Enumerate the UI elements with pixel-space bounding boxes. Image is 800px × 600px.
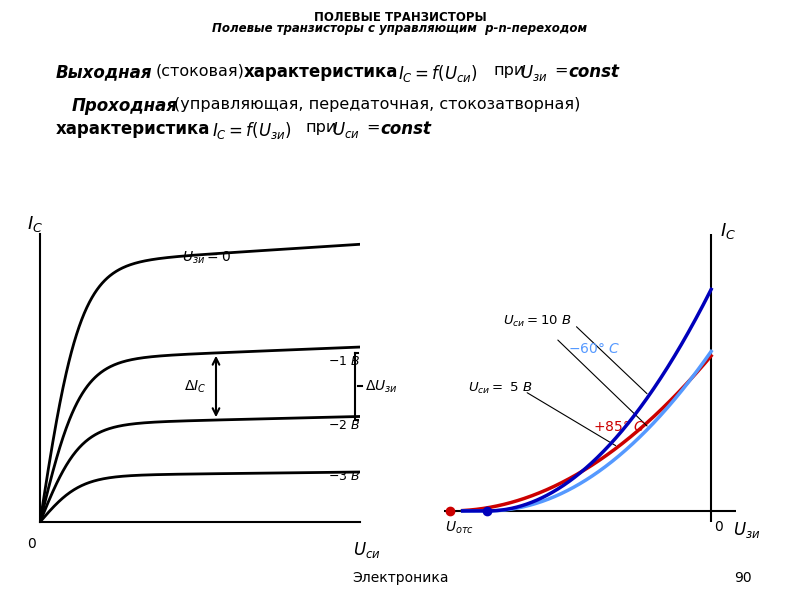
Text: $U_{отс}$: $U_{отс}$ — [445, 520, 474, 536]
Text: 0: 0 — [28, 538, 36, 551]
Text: $I_C$: $I_C$ — [27, 214, 43, 234]
Text: $U_{си}=10\ В$: $U_{си}=10\ В$ — [502, 314, 572, 329]
Text: $-2\ В$: $-2\ В$ — [328, 419, 360, 432]
Text: характеристика: характеристика — [244, 63, 398, 81]
Text: $U_{зи}=0$: $U_{зи}=0$ — [182, 250, 231, 266]
Text: $\Delta U_{зи}$: $\Delta U_{зи}$ — [365, 378, 398, 395]
Text: $I_C = f(U_{зи})$: $I_C = f(U_{зи})$ — [212, 120, 292, 141]
Text: при: при — [494, 63, 525, 78]
Text: Электроника: Электроника — [352, 571, 448, 585]
Text: Проходная: Проходная — [72, 97, 178, 115]
Text: характеристика: характеристика — [56, 120, 210, 138]
Text: const: const — [568, 63, 619, 81]
Text: $U_{зи}$: $U_{зи}$ — [733, 520, 760, 540]
Text: ПОЛЕВЫЕ ТРАНЗИСТОРЫ: ПОЛЕВЫЕ ТРАНЗИСТОРЫ — [314, 11, 486, 24]
Text: $U_{си}=\ 5\ В$: $U_{си}=\ 5\ В$ — [467, 380, 532, 396]
Text: $U_{си}$: $U_{си}$ — [332, 120, 360, 140]
Text: const: const — [380, 120, 431, 138]
Text: (управляющая, передаточная, стокозатворная): (управляющая, передаточная, стокозатворн… — [174, 97, 581, 112]
Text: $U_{зи}$: $U_{зи}$ — [520, 63, 547, 83]
Text: $-1\ В$: $-1\ В$ — [328, 355, 360, 368]
Text: $+85°\ С$: $+85°\ С$ — [593, 420, 646, 434]
Text: $I_C$: $I_C$ — [721, 221, 737, 241]
Text: Выходная: Выходная — [56, 63, 153, 81]
Text: .: . — [610, 63, 614, 78]
Text: $-3\ В$: $-3\ В$ — [328, 470, 360, 484]
Text: $U_{си}$: $U_{си}$ — [353, 540, 380, 560]
Text: Полевые транзисторы с управляющим  р-n-переходом: Полевые транзисторы с управляющим р-n-пе… — [213, 22, 587, 35]
Text: =: = — [366, 120, 380, 135]
Text: при: при — [306, 120, 337, 135]
Text: $-60°\ С$: $-60°\ С$ — [568, 342, 621, 356]
Text: 0: 0 — [714, 520, 723, 534]
Text: .: . — [422, 120, 426, 135]
Text: (стоковая): (стоковая) — [156, 63, 245, 78]
Text: $I_C = f(U_{си})$: $I_C = f(U_{си})$ — [398, 63, 478, 84]
Text: $\Delta I_C$: $\Delta I_C$ — [184, 378, 206, 395]
Text: =: = — [554, 63, 568, 78]
Text: 90: 90 — [734, 571, 752, 585]
